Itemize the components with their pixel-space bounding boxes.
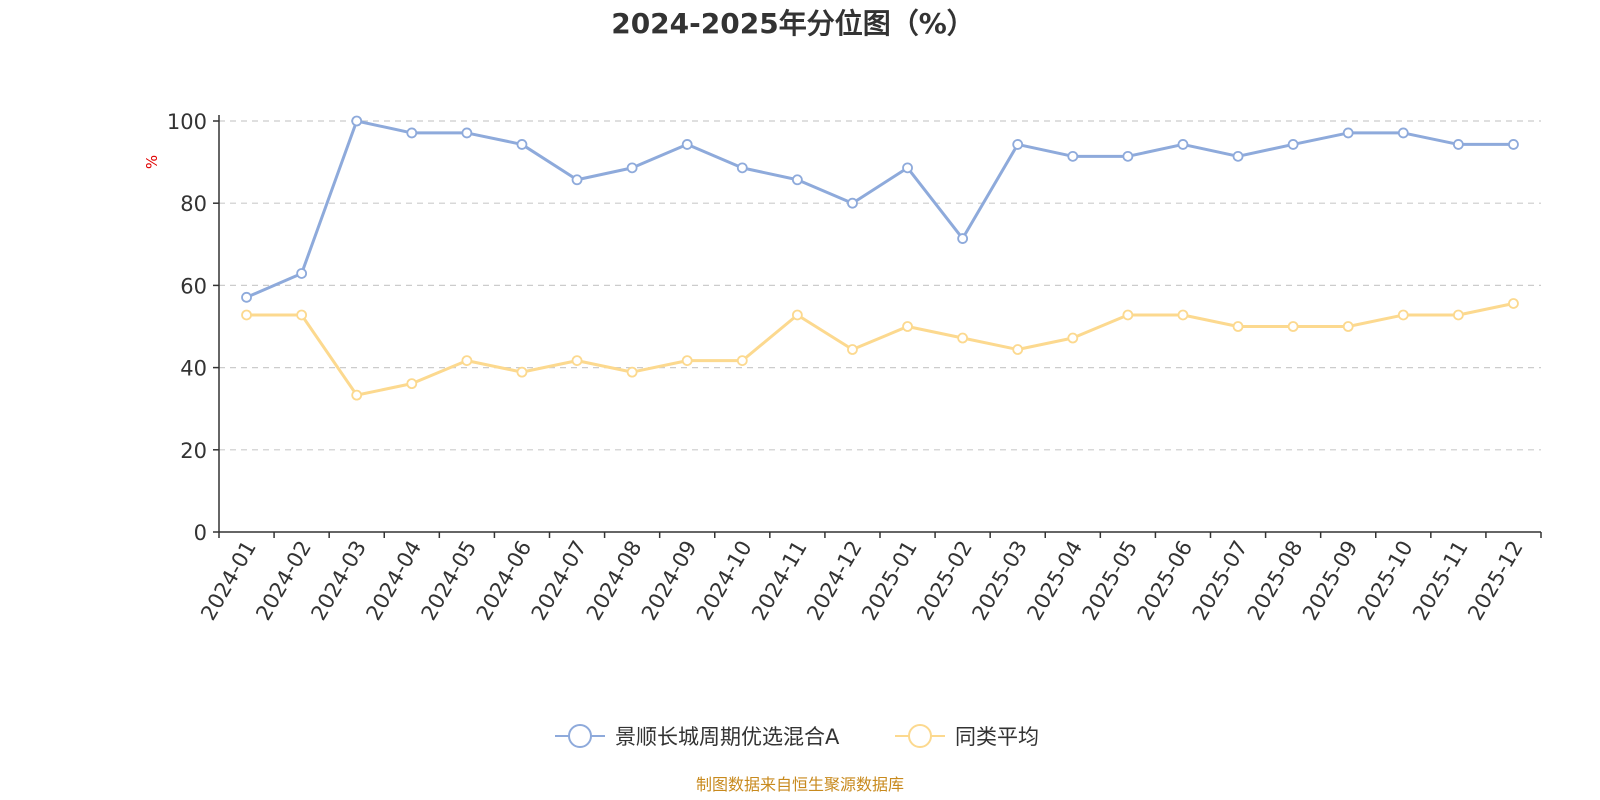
data-point	[847, 344, 858, 355]
data-point	[351, 115, 363, 127]
data-point	[406, 378, 418, 390]
data-point	[571, 355, 583, 367]
data-point	[1067, 332, 1079, 344]
data-point	[1397, 127, 1409, 139]
legend-item-1[interactable]: 景顺长城周期优选混合A	[555, 724, 840, 749]
chart-title: 2024-2025年分位图（%）	[611, 7, 975, 40]
legend-marker-icon	[908, 724, 932, 748]
y-tick-label: 100	[167, 110, 207, 134]
y-axis-label: %	[143, 155, 161, 169]
data-point	[1122, 150, 1134, 162]
data-point	[791, 174, 803, 186]
data-point	[351, 389, 363, 401]
data-point	[957, 233, 969, 244]
data-point	[461, 355, 473, 367]
data-point	[902, 162, 913, 174]
data-point	[1012, 139, 1024, 150]
y-tick-label: 20	[180, 439, 207, 463]
data-point	[847, 197, 858, 209]
legend-label: 景顺长城周期优选混合A	[615, 725, 840, 749]
data-point	[461, 127, 473, 139]
data-point	[296, 268, 308, 279]
series-layer	[241, 115, 1519, 401]
data-point	[736, 355, 748, 367]
x-tick-label: 2025-12	[1463, 537, 1528, 625]
data-point	[516, 139, 528, 150]
data-point	[1397, 309, 1409, 321]
data-source-note: 制图数据来自恒生聚源数据库	[696, 775, 904, 794]
data-point	[1342, 127, 1354, 139]
data-point	[791, 309, 803, 321]
data-point	[1452, 139, 1464, 150]
y-tick-label: 0	[194, 521, 207, 545]
data-point	[957, 332, 969, 344]
data-point	[626, 162, 638, 174]
data-point	[1012, 344, 1024, 355]
data-point	[1232, 150, 1244, 162]
data-point	[1287, 139, 1299, 150]
legend-item-2[interactable]: 同类平均	[895, 724, 1039, 749]
data-point	[1067, 150, 1079, 162]
data-point	[1508, 298, 1519, 309]
legend-marker-icon	[568, 724, 592, 748]
legend-label: 同类平均	[955, 725, 1039, 749]
series-line-1	[245, 119, 1514, 299]
y-tick-label: 40	[180, 357, 207, 381]
data-point	[736, 162, 748, 174]
data-point	[241, 309, 252, 321]
data-point	[1508, 139, 1519, 150]
data-point	[571, 174, 583, 186]
data-point	[1177, 139, 1189, 150]
data-point	[681, 139, 693, 150]
data-point	[296, 309, 308, 321]
series-line-2	[246, 302, 1514, 397]
data-point	[902, 321, 913, 332]
data-point	[1177, 309, 1189, 321]
data-point	[241, 291, 252, 303]
data-point	[406, 127, 418, 139]
y-tick-label: 80	[180, 192, 207, 216]
grid-lines	[219, 120, 1541, 451]
data-point	[626, 366, 638, 378]
data-point	[516, 366, 528, 378]
y-tick-label: 60	[180, 274, 207, 298]
data-point	[1452, 309, 1464, 321]
data-point	[1232, 321, 1244, 332]
data-point	[681, 355, 693, 367]
data-point	[1287, 321, 1299, 332]
data-point	[1122, 309, 1134, 321]
legend[interactable]: 景顺长城周期优选混合A 同类平均	[555, 724, 1039, 749]
data-point	[1342, 321, 1354, 332]
